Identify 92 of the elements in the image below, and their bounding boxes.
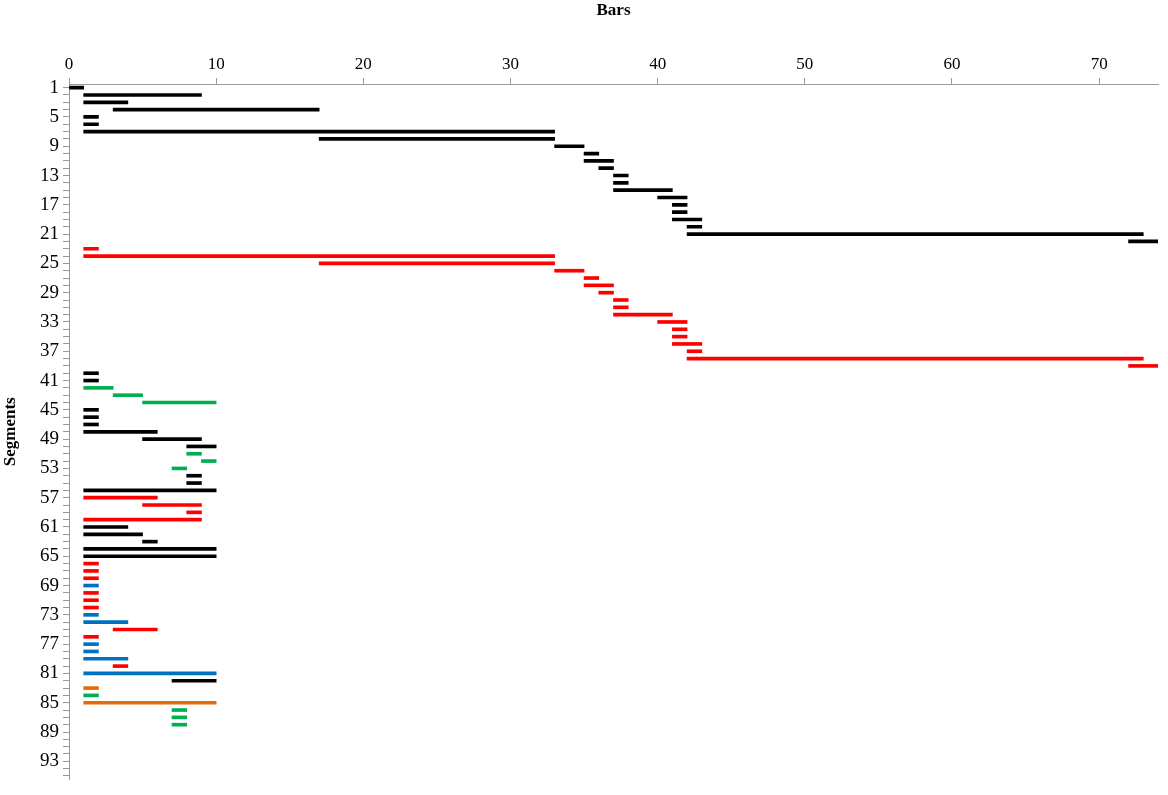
bar (186, 473, 202, 478)
y-tick-label: 61 (40, 514, 59, 536)
bar (83, 115, 99, 119)
y-axis-title: Segments (0, 396, 19, 467)
y-tick-label: 57 (40, 485, 59, 507)
bar (83, 408, 99, 412)
bar (112, 393, 143, 398)
bar (583, 159, 614, 163)
bar (83, 547, 217, 551)
y-tick-label: 89 (40, 719, 59, 741)
x-tick-label: 0 (64, 54, 74, 74)
bar (686, 349, 703, 354)
bar (613, 188, 673, 192)
bar (657, 320, 688, 324)
x-axis-title: Bars (596, 0, 631, 19)
bar (598, 166, 614, 171)
y-tick-label: 13 (40, 163, 59, 185)
bar (186, 451, 202, 456)
y-tick-label: 37 (40, 339, 59, 361)
bar (201, 459, 217, 463)
y-tick-label: 85 (40, 690, 59, 712)
bar (112, 664, 129, 668)
bar (83, 591, 99, 595)
bar (83, 254, 555, 258)
y-tick-label: 33 (40, 309, 59, 331)
bar (171, 708, 188, 712)
y-tick-label: 21 (40, 222, 59, 244)
bar (83, 569, 99, 573)
bar (672, 327, 688, 332)
bar (83, 532, 143, 537)
x-tick-label: 20 (354, 54, 372, 74)
bar (142, 437, 202, 441)
y-tick-label: 41 (40, 368, 59, 390)
bar (83, 122, 99, 127)
x-tick-label: 10 (207, 54, 225, 74)
x-tick-label: 70 (1090, 54, 1108, 74)
bar (171, 722, 188, 727)
x-tick-label: 50 (796, 54, 814, 74)
bar (613, 298, 629, 302)
y-tick-label: 73 (40, 602, 59, 624)
y-tick-label: 49 (40, 427, 59, 449)
bar (83, 554, 217, 559)
bar (686, 224, 703, 229)
bar (672, 210, 688, 214)
bar (554, 144, 585, 149)
bar (598, 290, 614, 295)
bar (83, 371, 99, 376)
bar (83, 686, 99, 690)
bar (613, 181, 629, 185)
y-tick-label: 5 (49, 104, 59, 126)
bar (171, 678, 217, 683)
bar (142, 503, 202, 507)
bar (83, 700, 217, 705)
bar (686, 232, 1144, 236)
bar (83, 429, 158, 434)
bar (1128, 364, 1158, 368)
bar (83, 386, 114, 390)
bar (672, 342, 703, 346)
x-tick-label: 40 (649, 54, 667, 74)
y-tick-label: 45 (40, 397, 59, 419)
y-tick-label: 17 (40, 192, 59, 214)
bar (83, 656, 129, 661)
bar (83, 642, 99, 646)
y-tick-label: 1 (49, 75, 59, 97)
bar (613, 305, 629, 310)
bar (186, 481, 202, 485)
bar (83, 495, 158, 500)
y-tick-label: 77 (40, 632, 59, 654)
bar (83, 100, 129, 105)
y-tick-label: 53 (40, 456, 59, 478)
bar (83, 93, 202, 97)
bar (672, 202, 688, 207)
bar (83, 598, 99, 603)
y-tick-label: 65 (40, 544, 59, 566)
bar (554, 268, 585, 273)
bar (83, 246, 99, 251)
y-tick-label: 69 (40, 573, 59, 595)
y-tick-label: 29 (40, 280, 59, 302)
bar (83, 634, 99, 639)
x-tick-label: 30 (501, 54, 519, 74)
bar (83, 525, 129, 529)
bar (583, 276, 600, 280)
bar (83, 620, 129, 625)
y-tick-label: 9 (49, 134, 59, 156)
y-tick-label: 25 (40, 251, 59, 273)
bar (83, 415, 99, 419)
bar (318, 137, 555, 141)
bar (83, 613, 99, 617)
y-tick-label: 81 (40, 661, 59, 683)
bar (83, 576, 99, 581)
x-tick-label: 60 (943, 54, 961, 74)
y-tick-label: 93 (40, 749, 59, 771)
